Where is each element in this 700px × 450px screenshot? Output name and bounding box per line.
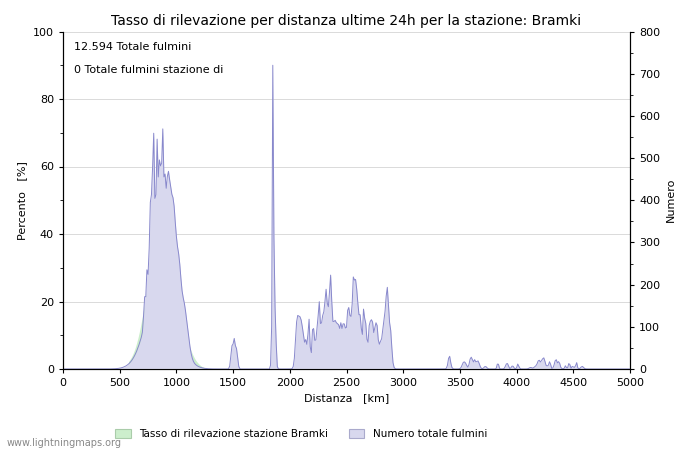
Legend: Tasso di rilevazione stazione Bramki, Numero totale fulmini: Tasso di rilevazione stazione Bramki, Nu… — [111, 425, 491, 443]
Title: Tasso di rilevazione per distanza ultime 24h per la stazione: Bramki: Tasso di rilevazione per distanza ultime… — [111, 14, 582, 27]
Text: 12.594 Totale fulmini: 12.594 Totale fulmini — [74, 42, 192, 52]
Text: www.lightningmaps.org: www.lightningmaps.org — [7, 438, 122, 448]
Y-axis label: Numero: Numero — [666, 178, 675, 222]
Y-axis label: Percento   [%]: Percento [%] — [18, 161, 27, 240]
X-axis label: Distanza   [km]: Distanza [km] — [304, 394, 389, 404]
Text: 0 Totale fulmini stazione di: 0 Totale fulmini stazione di — [74, 65, 224, 75]
